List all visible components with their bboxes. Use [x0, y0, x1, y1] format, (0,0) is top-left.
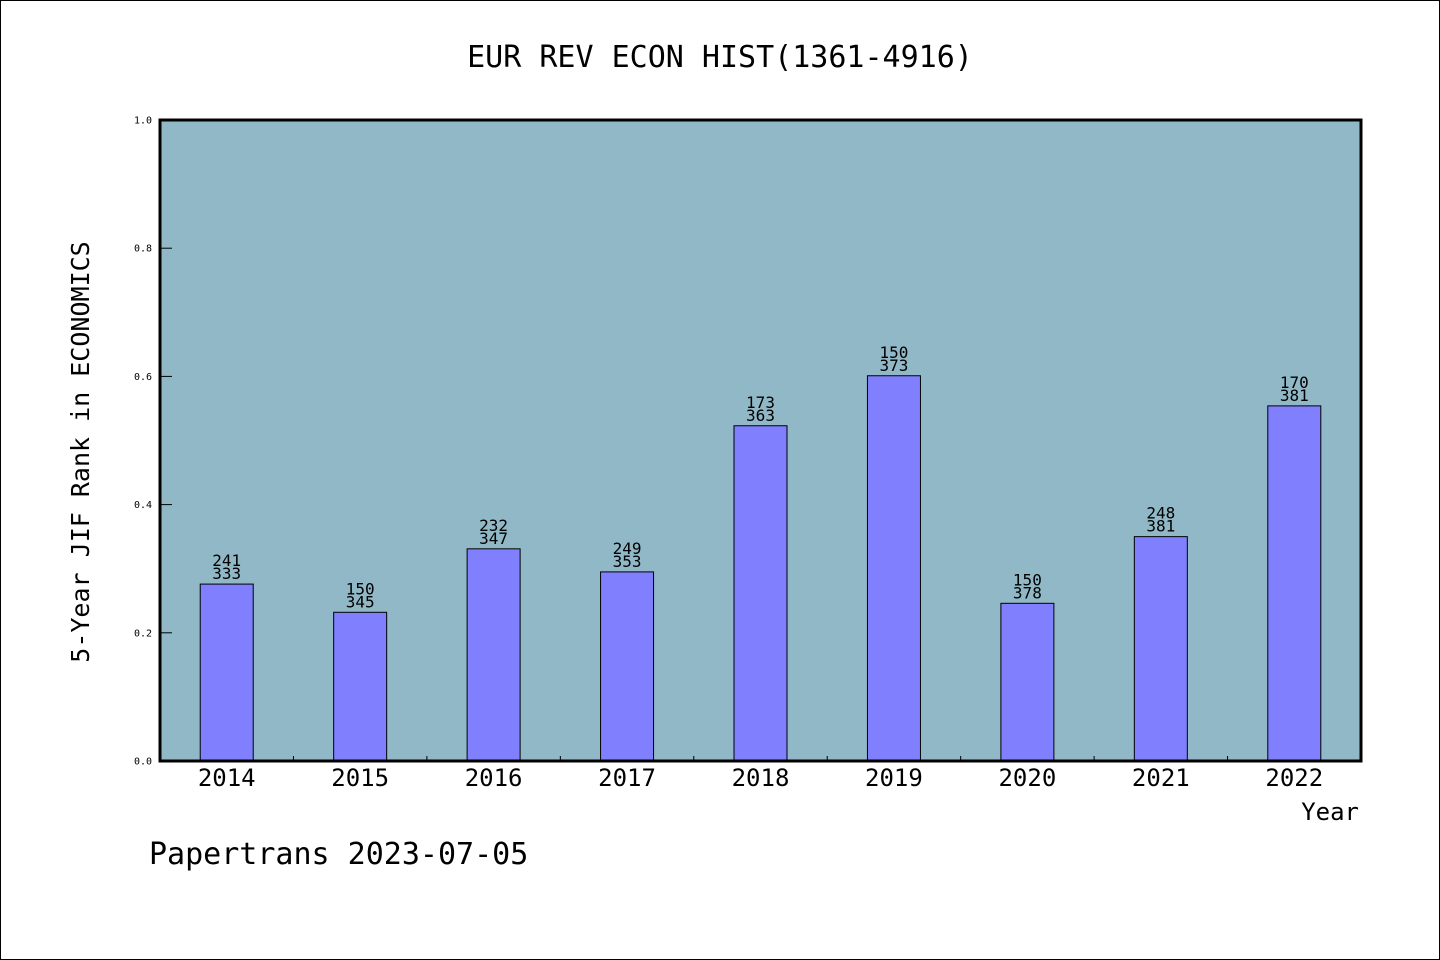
bar-rank-label: 248 — [1146, 504, 1175, 523]
bar-rank-label: 249 — [613, 539, 642, 558]
y-tick-label: 0.0 — [134, 757, 152, 768]
y-tick-label: 0.6 — [134, 372, 152, 383]
bar-rank-label: 150 — [1013, 570, 1042, 589]
bar-rank-label: 170 — [1280, 373, 1309, 392]
bar-2016 — [466, 548, 521, 762]
bar-2017 — [600, 571, 655, 762]
bar-rank-label: 150 — [879, 343, 908, 362]
x-tick-label: 2015 — [331, 764, 389, 792]
y-tick-label: 0.8 — [134, 244, 152, 255]
y-tick-label: 0.4 — [134, 500, 152, 511]
x-tick-label: 2022 — [1265, 764, 1323, 792]
bar-total-label: 333 — [212, 564, 241, 583]
bar-2015 — [333, 611, 388, 762]
bar-total-label: 373 — [879, 356, 908, 375]
bar-rank-label: 173 — [746, 393, 775, 412]
bars-layer — [199, 375, 1322, 762]
bar-total-label: 347 — [479, 529, 508, 548]
x-tick-label: 2016 — [465, 764, 523, 792]
bar-total-label: 353 — [613, 552, 642, 571]
bar-2021 — [1133, 536, 1188, 762]
y-tick-label: 0.2 — [134, 628, 152, 639]
bar-total-label: 363 — [746, 406, 775, 425]
x-tick-label: 2018 — [732, 764, 790, 792]
x-tick-label: 2021 — [1132, 764, 1190, 792]
chart-title: EUR REV ECON HIST(1361-4916) — [467, 40, 973, 75]
x-tick-label: 2019 — [865, 764, 923, 792]
plot-border — [158, 118, 1363, 763]
bar-total-label: 381 — [1146, 517, 1175, 536]
x-tick-label: 2014 — [198, 764, 256, 792]
bar-rank-label: 241 — [212, 551, 241, 570]
bar-rank-label: 232 — [479, 516, 508, 535]
x-axis: 2014 2015 2016 2017 2018 2019 2020 2021 2022 — [198, 756, 1323, 792]
bar-2014 — [199, 583, 254, 762]
x-tick-label: 2020 — [998, 764, 1056, 792]
bar-total-label: 378 — [1013, 583, 1042, 602]
bar-2018 — [733, 425, 788, 762]
x-tick-label: 2017 — [598, 764, 656, 792]
footer-watermark: Papertrans 2023-07-05 — [149, 837, 528, 872]
x-axis-label: Year — [1301, 798, 1359, 826]
bar-2022 — [1267, 405, 1322, 762]
bar-rank-label: 150 — [346, 579, 375, 598]
bar-labels-layer: 2413331503452323472493531733631503731503… — [212, 343, 1308, 612]
bar-total-label: 381 — [1280, 386, 1309, 405]
y-tick-label: 1.0 — [134, 116, 152, 127]
bar-total-label: 345 — [346, 592, 375, 611]
bar-2020 — [1000, 602, 1055, 762]
bar-2019 — [866, 375, 921, 762]
y-axis-label: 5-Year JIF Rank in ECONOMICS — [66, 241, 95, 662]
